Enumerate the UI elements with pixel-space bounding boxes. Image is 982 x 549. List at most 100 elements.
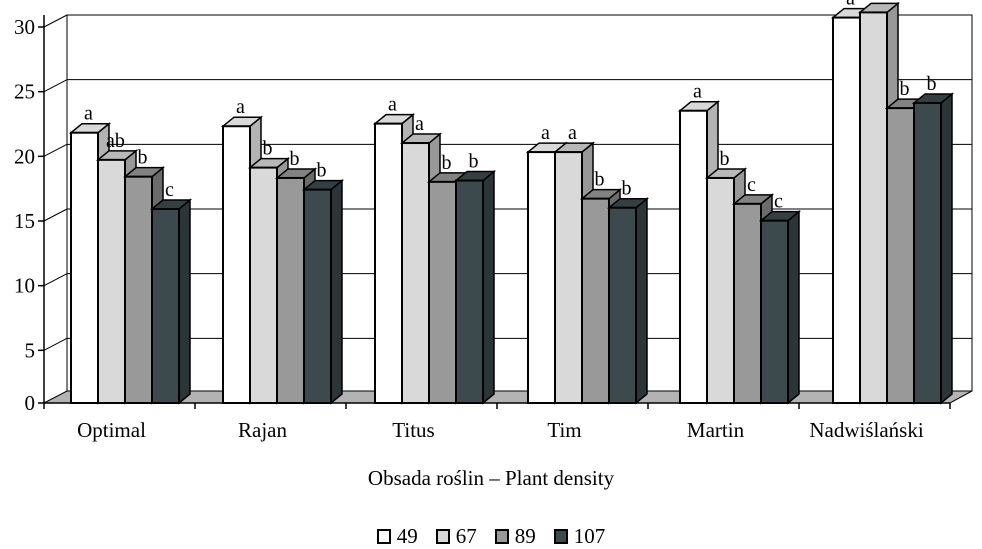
bar-front [70, 131, 99, 404]
bar-front [886, 107, 915, 405]
significance-label: b [595, 169, 605, 191]
bar [911, 92, 955, 405]
bar-side [482, 169, 495, 405]
legend-swatch [494, 529, 509, 544]
legend-item: 107 [553, 524, 606, 549]
bar-front [401, 142, 430, 404]
bar-front [527, 151, 556, 404]
category-label: Optimal [77, 418, 146, 442]
y-tick-label: 30 [14, 15, 35, 39]
significance-label: a [693, 81, 702, 103]
bar [301, 179, 345, 405]
gridline-side [43, 14, 68, 28]
gridlines [43, 14, 973, 392]
bar [149, 198, 193, 405]
gridline-side [43, 273, 68, 287]
y-tick-label: 0 [25, 391, 36, 415]
significance-label: a [236, 96, 245, 118]
tick-labels: 0 5 10 15 20 25 30 Optimal Rajan Titus Tim Martin Na… [14, 15, 924, 442]
bar-front [455, 179, 484, 404]
legend-label: 89 [514, 524, 536, 548]
bar-side [635, 197, 648, 405]
significance-label: b [622, 178, 632, 200]
gridline-side [43, 79, 68, 93]
bar-front [760, 219, 789, 404]
significance-label: ab [106, 130, 125, 152]
bar [606, 197, 650, 405]
bar [758, 210, 802, 405]
significance-label: b [138, 147, 148, 169]
legend: 49 67 89 107 [0, 524, 982, 549]
y-tick-label: 10 [14, 274, 35, 298]
bar-front [554, 151, 583, 404]
significance-labels: aabbcabbbaabbaabbabccaabb [84, 0, 936, 213]
bar-front [733, 202, 762, 404]
legend-swatch [553, 529, 568, 544]
significance-label: c [774, 191, 783, 213]
category-label: Tim [547, 418, 581, 442]
significance-label: a [541, 122, 550, 144]
bar-front [679, 109, 708, 404]
significance-label: a [873, 0, 882, 4]
significance-label: b [720, 148, 730, 170]
bar [453, 169, 497, 405]
significance-label: b [927, 73, 937, 95]
bar-front [706, 176, 735, 404]
significance-label: a [84, 103, 93, 125]
legend-item: 67 [435, 524, 477, 549]
bar-front [276, 176, 305, 404]
legend-swatch [435, 529, 450, 544]
significance-label: b [900, 78, 910, 100]
significance-label: c [747, 174, 756, 196]
gridline-side [43, 337, 68, 351]
y-tick-label: 20 [14, 144, 35, 168]
significance-label: a [846, 0, 855, 10]
gridline-side [43, 143, 68, 157]
category-label: Titus [392, 418, 434, 442]
gridline-side [43, 208, 68, 222]
bar-front [832, 16, 861, 404]
bar-side [940, 92, 953, 405]
legend-swatch [376, 529, 391, 544]
legend-item: 89 [494, 524, 536, 549]
legend-item: 49 [376, 524, 418, 549]
bars [68, 1, 955, 405]
significance-label: c [165, 179, 174, 201]
bar-front [249, 166, 278, 404]
significance-label: b [317, 160, 327, 182]
bar-front [222, 125, 251, 405]
significance-label: a [388, 94, 397, 116]
bar-front [428, 180, 457, 404]
bar-side [787, 210, 800, 405]
significance-label: b [442, 152, 452, 174]
bar-front [124, 175, 153, 404]
category-label: Nadwiślański [809, 418, 923, 442]
bar-side [330, 179, 343, 405]
axes [38, 15, 951, 409]
legend-label: 49 [396, 524, 418, 548]
bar-front [608, 206, 637, 404]
significance-label: a [568, 122, 577, 144]
x-axis-title: Obsada roślin – Plant density [367, 466, 615, 490]
bar-front [374, 122, 403, 404]
bar-side [178, 198, 191, 405]
y-tick-label: 15 [14, 209, 35, 233]
significance-label: a [415, 113, 424, 135]
y-tick-label: 25 [14, 80, 35, 104]
bar-front [859, 11, 888, 405]
legend-label: 107 [573, 524, 606, 548]
y-tick-label: 5 [25, 338, 36, 362]
legend-label: 67 [455, 524, 477, 548]
significance-label: b [263, 138, 273, 160]
category-label: Rajan [238, 418, 287, 442]
category-label: Martin [687, 418, 745, 442]
bar-front [303, 188, 332, 404]
bar-front [913, 101, 942, 405]
bar [731, 193, 775, 405]
plot-wall [66, 14, 973, 392]
bar-front [581, 197, 610, 404]
significance-label: b [469, 151, 479, 173]
significance-label: b [290, 148, 300, 170]
bar-front [151, 208, 180, 404]
